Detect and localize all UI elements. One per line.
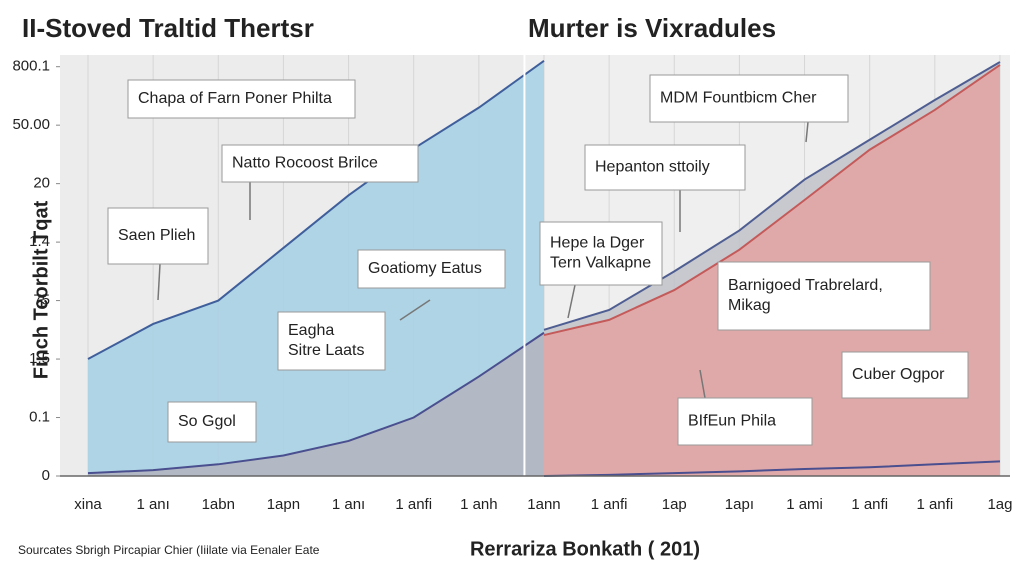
- annotation: Hepanton sttoily: [584, 144, 746, 232]
- annotation-box: [277, 311, 386, 371]
- x-tick-label: xina: [74, 496, 102, 513]
- source-note: Sourcates Sbrigh Pircapiar Chier (Iiilat…: [18, 543, 320, 557]
- annotation-text: Hepanton sttoily: [595, 159, 710, 176]
- series-line: [87, 60, 545, 360]
- x-tick-label: 1 anfi: [591, 496, 628, 513]
- y-tick-label: 20: [33, 175, 50, 192]
- y-tick-label: 0: [42, 467, 50, 484]
- annotation: Barnigoed Trabrelard, Mikag: [717, 261, 931, 331]
- x-axis-label: Rerrariza Bonkath ( 201): [470, 538, 700, 560]
- annotation-text: Saen Plieh: [118, 227, 195, 244]
- annotation-text: Cuber Ogpor: [852, 366, 945, 383]
- x-tick-label: 1 anı: [332, 496, 365, 513]
- y-tick-label: 1.5: [29, 350, 50, 367]
- x-tick-label: 1abn: [202, 496, 235, 513]
- annotation-text: Tern Valkapne: [550, 255, 651, 272]
- series-line: [543, 460, 1001, 477]
- y-tick-label: 0.1: [29, 408, 50, 425]
- y-tick-label: 75: [33, 292, 50, 309]
- x-tick-label: 1 anh: [460, 496, 498, 513]
- annotation-box: [841, 351, 969, 399]
- chart-subtitle: Murter is Vixradules: [528, 13, 776, 43]
- annotation-text: Barnigoed Trabrelard,: [728, 277, 883, 294]
- x-tick-label: 1ann: [527, 496, 560, 513]
- annotation: Hepe la Dger Tern Valkapne: [539, 221, 663, 319]
- annotation-pointer: [699, 369, 706, 399]
- x-tick-label: 1 anfi: [916, 496, 953, 513]
- x-tick-label: 1 ami: [786, 496, 823, 513]
- chart-title: II-Stoved Traltid Thertsr: [22, 13, 314, 43]
- annotation-box: [167, 401, 257, 443]
- area-fill: [88, 332, 544, 476]
- annotation: Eagha Sitre Laats: [277, 311, 386, 371]
- annotation-box: [717, 261, 931, 331]
- annotation-box: [649, 74, 849, 123]
- annotation-text: Sitre Laats: [288, 342, 364, 359]
- annotation-pointer: [567, 284, 576, 319]
- annotation-text: Hepe la Dger: [550, 235, 645, 252]
- annotation: MDM Fountbicm Cher: [649, 74, 849, 143]
- x-tick-label: 1apn: [267, 496, 300, 513]
- annotation: BIfEun Phila: [677, 369, 813, 446]
- annotation-box: [357, 249, 506, 289]
- area-fill: [88, 60, 544, 476]
- x-tick-label: 1 anfi: [851, 496, 888, 513]
- annotation: Natto Rocoost Brilce: [221, 144, 419, 220]
- annotation-text: Goatiomy Eatus: [368, 260, 482, 277]
- annotation-box: [221, 144, 419, 183]
- y-tick-label: 800.1: [12, 58, 50, 75]
- annotation-text: Chapa of Farn Poner Philta: [138, 90, 332, 107]
- y-axis-label: Finch Teorbilt Tqat: [30, 200, 52, 379]
- annotation-text: So Ggol: [178, 413, 236, 430]
- annotation-box: [539, 221, 663, 286]
- annotation-box: [677, 397, 813, 446]
- x-tick-label: 1 anı: [136, 496, 169, 513]
- annotation-box: [584, 144, 746, 191]
- y-tick-label: 50.00: [12, 116, 50, 133]
- annotation-pointer: [399, 299, 431, 321]
- annotation: Cuber Ogpor: [841, 351, 969, 399]
- annotation: Saen Plieh: [107, 207, 209, 301]
- annotation-text: MDM Fountbicm Cher: [660, 90, 817, 107]
- annotation-text: Mikag: [728, 297, 771, 314]
- series-line: [543, 64, 1001, 337]
- annotation: So Ggol: [167, 401, 257, 443]
- annotation: Chapa of Farn Poner Philta: [127, 79, 356, 119]
- annotation-pointer: [805, 121, 809, 143]
- x-tick-label: 1ag: [987, 496, 1012, 513]
- x-tick-label: 1apı: [725, 496, 754, 513]
- series-line: [87, 331, 545, 475]
- annotation-box: [127, 79, 356, 119]
- x-tick-label: 1 anfi: [395, 496, 432, 513]
- annotation-text: Natto Rocoost Brilce: [232, 155, 378, 172]
- annotation-text: Eagha: [288, 322, 334, 339]
- annotation-pointer: [157, 263, 161, 301]
- x-tick-label: 1ap: [662, 496, 687, 513]
- annotation-box: [107, 207, 209, 265]
- annotation: Goatiomy Eatus: [357, 249, 506, 321]
- series-line: [543, 61, 1001, 331]
- annotation-text: BIfEun Phila: [688, 413, 776, 430]
- y-tick-label: 1.4: [29, 233, 50, 250]
